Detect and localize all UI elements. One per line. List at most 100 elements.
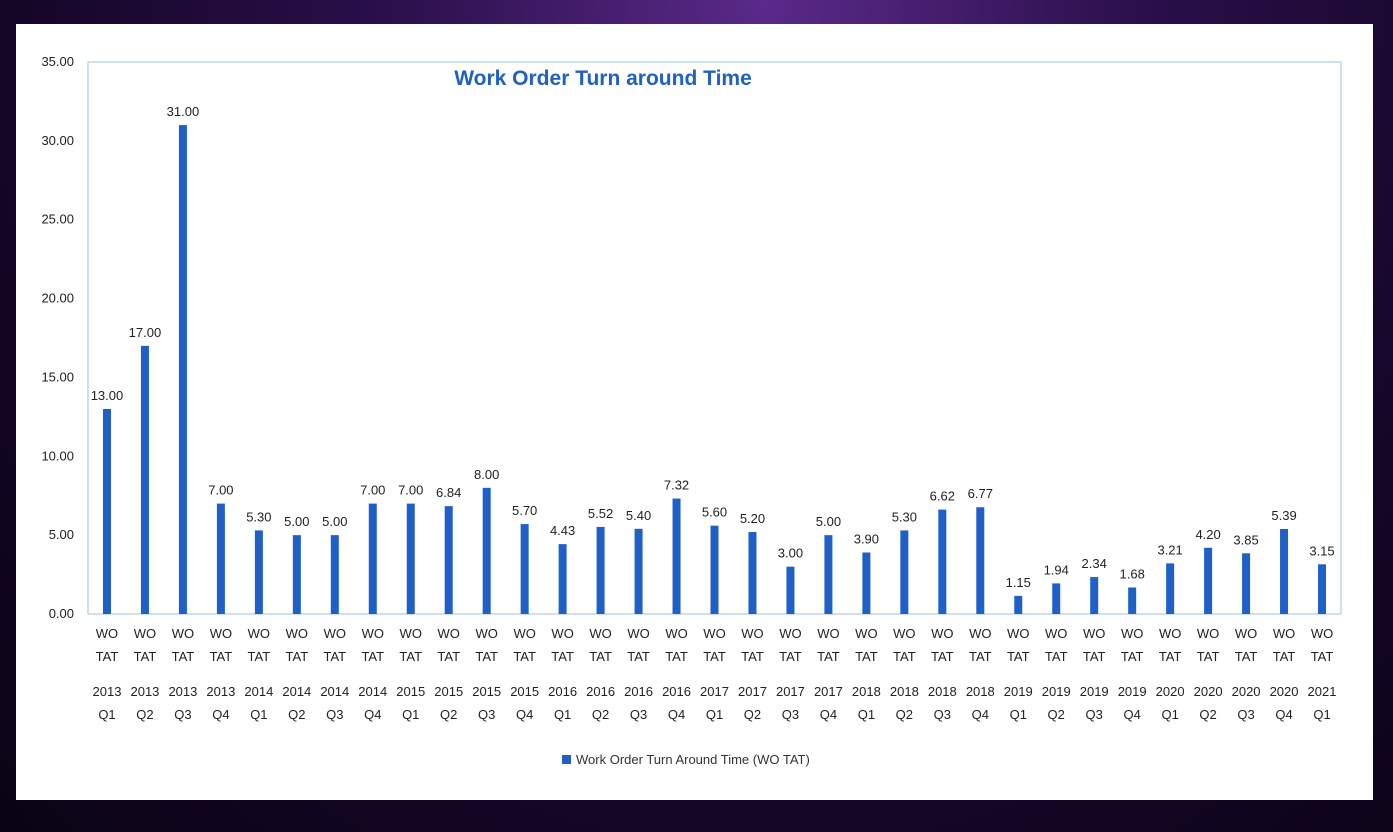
category-series-label: TAT	[1273, 649, 1296, 664]
bar	[1166, 563, 1175, 614]
category-series-label: TAT	[1235, 649, 1258, 664]
data-label: 5.30	[892, 509, 917, 524]
data-label-layer: 13.00 17.00 31.00 7.00 5.30 5.00 5.00 7.00 7.00 6…	[91, 104, 1335, 590]
category-series-label: TAT	[931, 649, 954, 664]
category-series-label: TAT	[361, 649, 384, 664]
y-tick-label: 0.00	[49, 606, 74, 621]
bar	[1204, 547, 1213, 614]
data-label: 4.43	[550, 523, 575, 538]
category-quarter-label: Q1	[1313, 707, 1330, 722]
data-label: 5.00	[322, 514, 347, 529]
category-series-label: WO	[589, 626, 611, 641]
category-year-label: 2017	[738, 684, 767, 699]
bar	[634, 528, 643, 614]
bar-chart: 0.00 5.00 10.00 15.00 20.00 25.00 30.00 35.00 1…	[41, 54, 1342, 767]
legend: Work Order Turn Around Time (WO TAT)	[562, 752, 810, 767]
data-label: 5.60	[702, 505, 727, 520]
y-tick-label: 30.00	[41, 133, 74, 148]
chart-title: Work Order Turn around Time	[454, 67, 752, 90]
category-series-label: WO	[551, 626, 573, 641]
data-label: 2.34	[1082, 556, 1107, 571]
category-year-label: 2016	[548, 684, 577, 699]
category-series-label: TAT	[665, 649, 688, 664]
category-series-label: WO	[96, 626, 118, 641]
category-year-label: 2019	[1042, 684, 1071, 699]
category-quarter-label: Q4	[1123, 707, 1140, 722]
bar	[596, 526, 605, 614]
category-series-label: WO	[172, 626, 194, 641]
category-quarter-label: Q1	[1010, 707, 1027, 722]
category-series-label: WO	[1273, 626, 1295, 641]
data-label: 5.52	[588, 506, 613, 521]
axis-layer: 0.00 5.00 10.00 15.00 20.00 25.00 30.00 35.00	[41, 54, 1342, 621]
category-label-layer: WO TAT 2013 Q1 WO TAT 2013 Q2 WO TAT 2013 Q3 WO TAT 20…	[93, 626, 1337, 722]
category-series-label: TAT	[248, 649, 271, 664]
category-series-label: WO	[1311, 626, 1333, 641]
category-quarter-label: Q1	[858, 707, 875, 722]
category-series-label: WO	[286, 626, 308, 641]
category-quarter-label: Q3	[782, 707, 799, 722]
data-label: 17.00	[129, 325, 162, 340]
category-series-label: WO	[1045, 626, 1067, 641]
data-label: 5.00	[284, 514, 309, 529]
category-year-label: 2015	[510, 684, 539, 699]
category-quarter-label: Q3	[326, 707, 343, 722]
category-series-label: TAT	[1121, 649, 1144, 664]
category-year-label: 2013	[206, 684, 235, 699]
category-quarter-label: Q4	[668, 707, 685, 722]
category-series-label: WO	[362, 626, 384, 641]
category-year-label: 2016	[662, 684, 691, 699]
category-series-label: TAT	[1197, 649, 1220, 664]
category-series-label: WO	[1235, 626, 1257, 641]
category-quarter-label: Q3	[934, 707, 951, 722]
category-quarter-label: Q1	[98, 707, 115, 722]
bar	[710, 525, 719, 614]
y-tick-label: 20.00	[41, 291, 74, 306]
category-quarter-label: Q3	[1237, 707, 1254, 722]
category-series-label: TAT	[1045, 649, 1068, 664]
bar	[824, 535, 833, 614]
category-series-label: WO	[1159, 626, 1181, 641]
category-series-label: TAT	[286, 649, 309, 664]
category-year-label: 2019	[1004, 684, 1033, 699]
data-label: 1.94	[1044, 562, 1069, 577]
category-year-label: 2014	[358, 684, 387, 699]
category-series-label: TAT	[399, 649, 422, 664]
bar	[672, 498, 681, 614]
category-year-label: 2018	[928, 684, 957, 699]
y-tick-label: 10.00	[41, 448, 74, 463]
data-label: 3.90	[854, 531, 879, 546]
category-year-label: 2020	[1156, 684, 1185, 699]
category-series-label: WO	[665, 626, 687, 641]
data-label: 8.00	[474, 467, 499, 482]
category-series-label: WO	[1083, 626, 1105, 641]
y-tick-label: 35.00	[41, 54, 74, 69]
data-label: 5.30	[246, 509, 271, 524]
y-tick-label: 5.00	[49, 527, 74, 542]
category-year-label: 2018	[966, 684, 995, 699]
category-series-label: TAT	[437, 649, 460, 664]
category-year-label: 2021	[1308, 684, 1337, 699]
category-series-label: TAT	[627, 649, 650, 664]
category-quarter-label: Q4	[820, 707, 837, 722]
category-series-label: WO	[1121, 626, 1143, 641]
category-year-label: 2015	[472, 684, 501, 699]
y-tick-label: 25.00	[41, 212, 74, 227]
category-series-label: WO	[513, 626, 535, 641]
data-label: 5.39	[1271, 508, 1296, 523]
category-quarter-label: Q1	[250, 707, 267, 722]
category-series-label: TAT	[1007, 649, 1030, 664]
data-label: 3.00	[778, 546, 803, 561]
category-series-label: TAT	[1159, 649, 1182, 664]
category-series-label: TAT	[172, 649, 195, 664]
bar	[786, 566, 795, 614]
category-year-label: 2017	[814, 684, 843, 699]
category-year-label: 2016	[586, 684, 615, 699]
bar	[900, 530, 909, 614]
data-label: 1.68	[1120, 567, 1145, 582]
bar	[938, 509, 947, 614]
category-quarter-label: Q4	[516, 707, 533, 722]
category-series-label: TAT	[855, 649, 878, 664]
bar	[520, 524, 529, 614]
bar	[748, 531, 757, 614]
